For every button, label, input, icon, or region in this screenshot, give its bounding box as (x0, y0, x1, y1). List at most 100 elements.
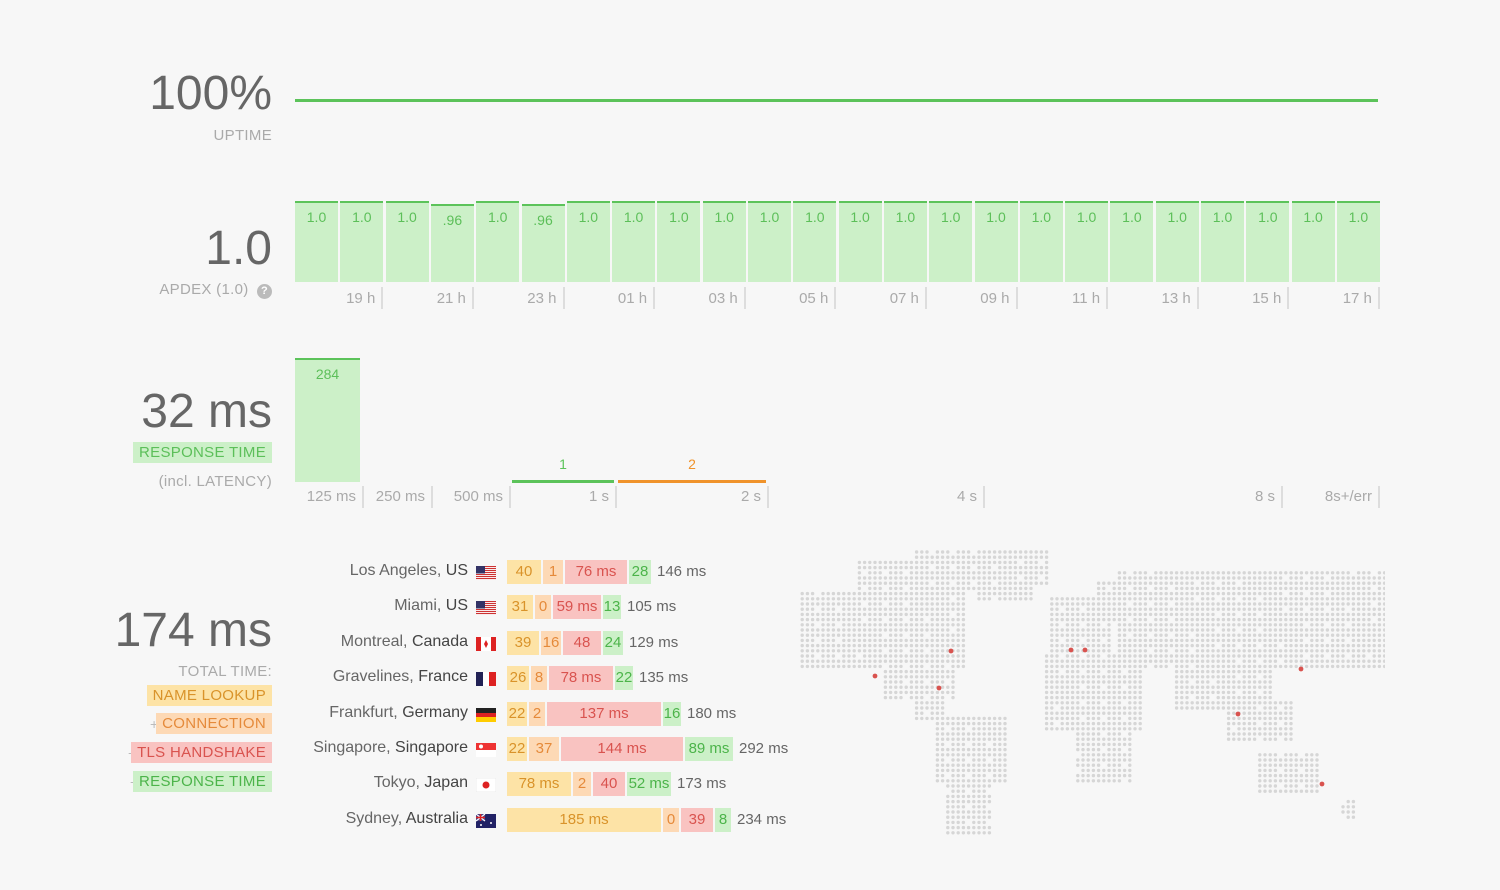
response-bucket-bar[interactable]: 2 (618, 456, 766, 483)
connection-segment[interactable]: 1 (543, 560, 563, 584)
apdex-bar[interactable]: 1.0 (1155, 201, 1199, 282)
map-dot (1180, 607, 1184, 611)
apdex-bar[interactable]: 1.0 (1065, 201, 1109, 282)
location-marker[interactable] (1235, 711, 1241, 717)
response-bucket-bar[interactable]: 284 (295, 358, 360, 482)
map-dot (1070, 685, 1075, 689)
apdex-bar[interactable]: 1.0 (929, 201, 973, 282)
apdex-bar[interactable]: 1.0 (1336, 201, 1380, 282)
map-dot (1252, 607, 1257, 611)
apdex-bar[interactable]: 1.0 (1246, 201, 1290, 282)
tls-handshake-segment[interactable]: 59 ms (553, 595, 601, 620)
map-dot (1143, 617, 1148, 622)
location-marker[interactable] (948, 648, 954, 654)
tls-handshake-segment[interactable]: 39 (681, 807, 713, 832)
apdex-bar[interactable]: .96 (521, 204, 565, 282)
map-dot (1268, 612, 1272, 617)
name-lookup-segment[interactable]: 26 (507, 666, 529, 691)
location-total: 135 ms (639, 669, 689, 687)
map-dot (1122, 711, 1127, 715)
map-dot (1164, 654, 1168, 658)
tls-handshake-segment[interactable]: 48 (563, 630, 601, 655)
map-dot (982, 591, 986, 596)
location-marker[interactable] (1082, 647, 1088, 653)
map-dot (966, 784, 971, 788)
name-lookup-segment[interactable]: 22 (507, 701, 527, 726)
name-lookup-segment[interactable]: 40 (507, 560, 541, 584)
tls-handshake-segment[interactable]: 144 ms (561, 737, 683, 761)
map-dot (1341, 654, 1345, 658)
response-time-segment[interactable]: 28 (629, 560, 651, 584)
apdex-bar[interactable]: 1.0 (1291, 201, 1335, 282)
apdex-bar[interactable]: 1.0 (657, 201, 701, 282)
apdex-bar[interactable]: 1.0 (340, 201, 384, 282)
map-dot (1003, 773, 1007, 778)
apdex-bar[interactable]: 1.0 (1019, 201, 1063, 282)
map-dot (1148, 628, 1153, 632)
map-dot (956, 581, 960, 585)
map-dot (909, 649, 914, 653)
map-dot (1107, 659, 1111, 663)
map-dot (1362, 633, 1366, 637)
response-time-segment[interactable]: 13 (603, 595, 621, 620)
tls-handshake-segment[interactable]: 78 ms (549, 666, 613, 691)
connection-segment[interactable]: 2 (573, 772, 591, 797)
location-marker[interactable] (936, 685, 942, 691)
response-time-segment[interactable]: 89 ms (685, 737, 733, 761)
location-marker[interactable] (1068, 647, 1074, 653)
map-dot (1367, 591, 1371, 596)
response-time-segment[interactable]: 24 (603, 630, 623, 655)
connection-segment[interactable]: 0 (663, 807, 679, 832)
map-dot (909, 565, 914, 570)
tls-handshake-segment[interactable]: 137 ms (547, 701, 661, 726)
apdex-bar[interactable]: 1.0 (974, 201, 1018, 282)
apdex-bar[interactable]: 1.0 (476, 201, 520, 282)
apdex-bar[interactable]: 1.0 (612, 201, 656, 282)
apdex-bar[interactable]: 1.0 (702, 201, 746, 282)
map-dot (1164, 581, 1168, 585)
connection-segment[interactable]: 16 (541, 630, 561, 655)
name-lookup-segment[interactable]: 185 ms (507, 807, 661, 832)
tls-handshake-segment[interactable]: 40 (593, 772, 625, 797)
map-dot (998, 727, 1002, 731)
response-time-segment[interactable]: 52 ms (627, 772, 671, 797)
name-lookup-segment[interactable]: 39 (507, 630, 539, 655)
location-marker[interactable] (1319, 781, 1325, 787)
apdex-bar[interactable]: 1.0 (385, 201, 429, 282)
map-dot (1096, 664, 1101, 669)
apdex-bar[interactable]: 1.0 (566, 201, 610, 282)
response-time-segment[interactable]: 22 (615, 666, 633, 691)
apdex-bar[interactable]: .96 (430, 204, 474, 282)
apdex-bar[interactable]: 1.0 (295, 201, 338, 282)
apdex-bar[interactable]: 1.0 (1110, 201, 1154, 282)
map-dot (868, 586, 872, 591)
connection-segment[interactable]: 8 (531, 666, 547, 691)
location-marker[interactable] (872, 673, 878, 679)
apdex-bar[interactable]: 1.0 (883, 201, 927, 282)
connection-segment[interactable]: 0 (535, 595, 551, 620)
location-marker[interactable] (1298, 666, 1304, 672)
location-total: 129 ms (629, 633, 679, 651)
apdex-bar[interactable]: 1.0 (838, 201, 882, 282)
name-lookup-segment[interactable]: 78 ms (507, 772, 571, 797)
connection-segment[interactable]: 2 (529, 701, 545, 726)
response-time-segment[interactable]: 8 (715, 807, 731, 832)
connection-segment[interactable]: 37 (529, 737, 559, 761)
map-dot (998, 753, 1002, 757)
response-time-segment[interactable]: 16 (663, 701, 681, 726)
apdex-bar[interactable]: 1.0 (748, 201, 791, 282)
name-lookup-segment[interactable]: 31 (507, 595, 533, 620)
response-bucket-label: 500 ms (453, 488, 503, 505)
map-dot (920, 690, 924, 695)
apdex-bar[interactable]: 1.0 (793, 201, 837, 282)
map-dot (1346, 664, 1350, 669)
map-dot (1252, 727, 1257, 731)
response-bucket-bar[interactable]: 1 (512, 456, 614, 483)
tls-handshake-segment[interactable]: 76 ms (565, 560, 627, 584)
map-dot (961, 617, 966, 622)
name-lookup-segment[interactable]: 22 (507, 737, 527, 761)
question-circle-icon[interactable]: ? (257, 284, 272, 299)
uptime-line[interactable] (295, 99, 1378, 102)
map-dot (966, 825, 971, 830)
apdex-bar[interactable]: 1.0 (1201, 201, 1244, 282)
